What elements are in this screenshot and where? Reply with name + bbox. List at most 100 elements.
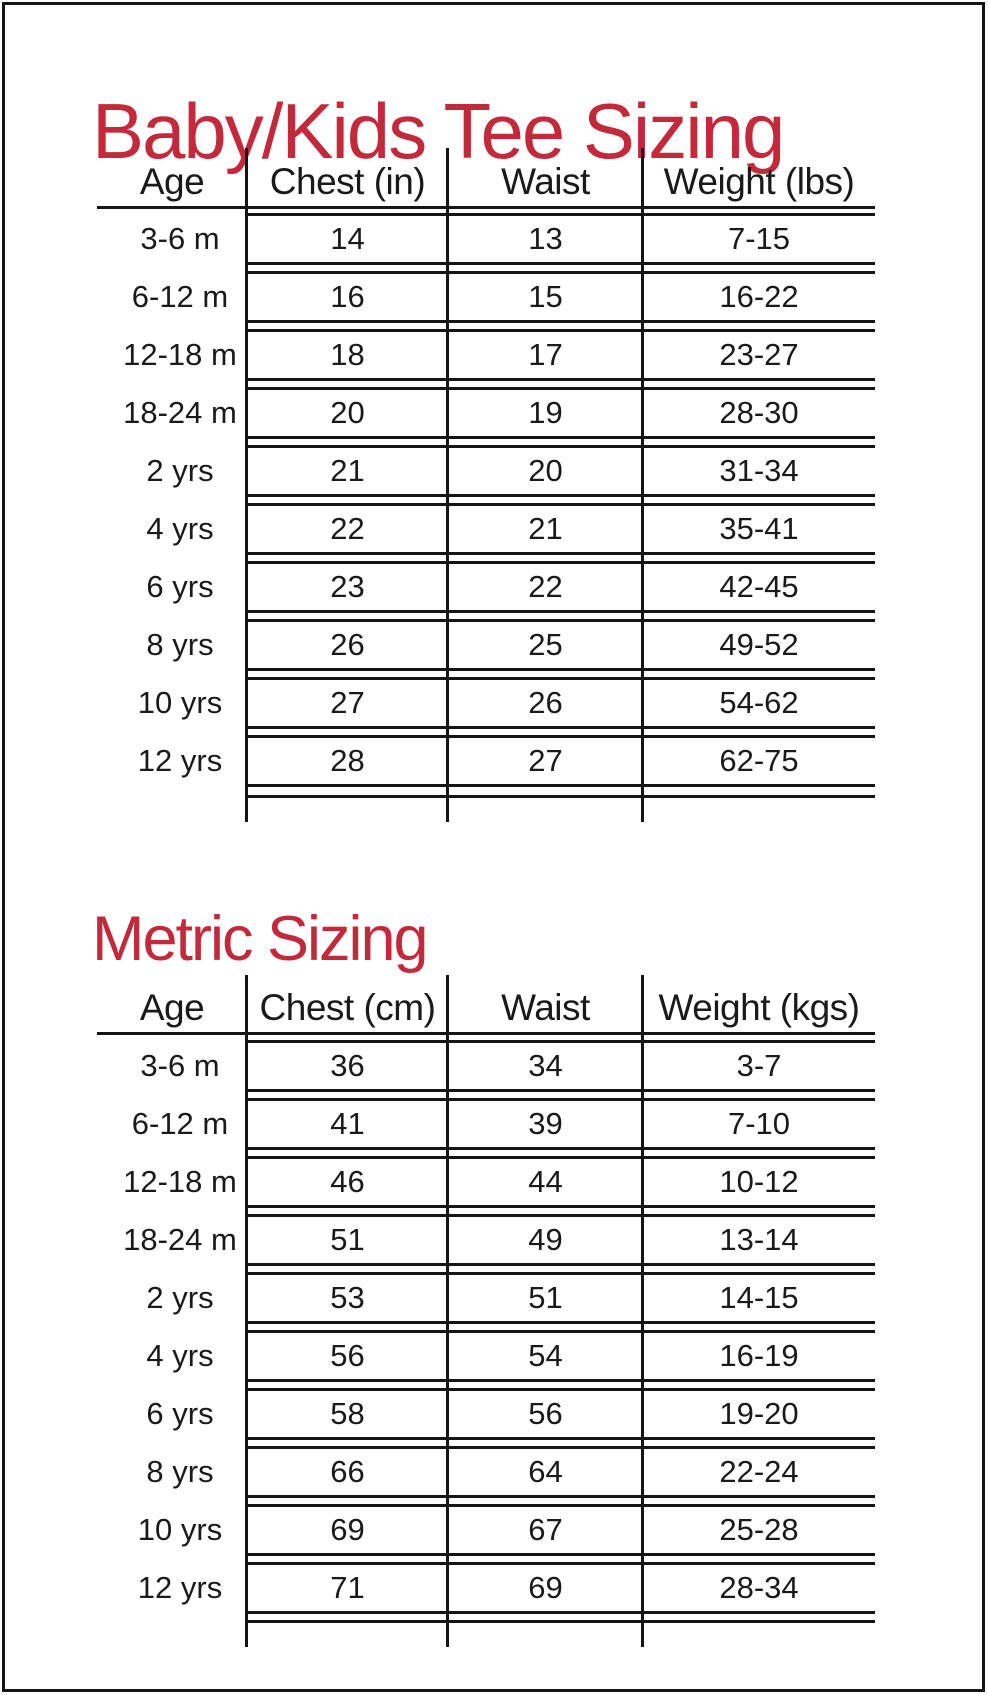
row-age-label: 8 yrs (146, 1454, 214, 1489)
cell-waist: 22 (528, 569, 563, 604)
cell-waist: 67 (528, 1512, 563, 1547)
metric-table-header: Age Chest (cm) Waist Weight (kgs) (97, 982, 875, 1034)
row-data-box: 28 27 62-75 (247, 735, 875, 787)
row-age-label: 3-6 m (140, 221, 220, 256)
row-age-label: 4 yrs (146, 1338, 214, 1373)
row-age-label: 12-18 m (123, 1164, 237, 1199)
table-row: 8 yrs 66 64 22-24 (97, 1446, 875, 1498)
table-row: 12 yrs 28 27 62-75 (97, 735, 875, 787)
column-header-weight: Weight (kgs) (658, 987, 861, 1028)
cell-chest: 46 (330, 1164, 365, 1199)
cell-weight: 16-22 (719, 279, 799, 314)
table-row: 6 yrs 58 56 19-20 (97, 1388, 875, 1440)
row-age-label: 18-24 m (123, 395, 237, 430)
cell-weight: 16-19 (719, 1338, 799, 1373)
cell-weight: 13-14 (719, 1222, 799, 1257)
header-rule (97, 206, 875, 209)
table-row: 2 yrs 53 51 14-15 (97, 1272, 875, 1324)
row-age-label: 3-6 m (140, 1048, 220, 1083)
cell-weight: 28-30 (719, 395, 799, 430)
cell-chest: 22 (330, 511, 365, 546)
metric-section-title: Metric Sizing (92, 904, 429, 975)
table-row: 4 yrs 56 54 16-19 (97, 1330, 875, 1382)
column-divider-line (446, 148, 449, 822)
cell-weight: 10-12 (719, 1164, 799, 1199)
row-data-box: 20 19 28-30 (247, 387, 875, 439)
row-data-box: 21 20 31-34 (247, 445, 875, 497)
table-row: 2 yrs 21 20 31-34 (97, 445, 875, 497)
table-row: 10 yrs 69 67 25-28 (97, 1504, 875, 1556)
cell-waist: 69 (528, 1570, 563, 1605)
cell-weight: 49-52 (719, 627, 799, 662)
row-data-box: 56 54 16-19 (247, 1330, 875, 1382)
row-data-box: 41 39 7-10 (247, 1098, 875, 1150)
cell-chest: 28 (330, 743, 365, 778)
row-age-label: 10 yrs (137, 1512, 223, 1547)
cell-waist: 26 (528, 685, 563, 720)
cell-waist: 13 (528, 221, 563, 256)
cell-chest: 51 (330, 1222, 365, 1257)
column-header-waist: Waist (501, 987, 590, 1028)
cell-chest: 21 (330, 453, 365, 488)
row-data-box: 58 56 19-20 (247, 1388, 875, 1440)
cell-chest: 26 (330, 627, 365, 662)
column-divider-line (446, 975, 449, 1647)
row-data-box: 51 49 13-14 (247, 1214, 875, 1266)
cell-weight: 23-27 (719, 337, 799, 372)
table-row: 6 yrs 23 22 42-45 (97, 561, 875, 613)
cell-waist: 56 (528, 1396, 563, 1431)
cell-chest: 27 (330, 685, 365, 720)
cell-chest: 23 (330, 569, 365, 604)
cell-waist: 20 (528, 453, 563, 488)
cell-weight: 22-24 (719, 1454, 799, 1489)
cell-weight: 14-15 (719, 1280, 799, 1315)
row-age-label: 12 yrs (137, 743, 223, 778)
row-age-label: 4 yrs (146, 511, 214, 546)
row-data-box: 23 22 42-45 (247, 561, 875, 613)
cell-weight: 62-75 (719, 743, 799, 778)
cell-weight: 54-62 (719, 685, 799, 720)
cell-chest: 53 (330, 1280, 365, 1315)
row-data-box: 66 64 22-24 (247, 1446, 875, 1498)
row-age-label: 12 yrs (137, 1570, 223, 1605)
table-row: 18-24 m 20 19 28-30 (97, 387, 875, 439)
column-divider-line (245, 975, 248, 1647)
row-data-box: 71 69 28-34 (247, 1562, 875, 1614)
cell-chest: 36 (330, 1048, 365, 1083)
column-header-weight: Weight (lbs) (663, 161, 855, 202)
metric-table-body: 3-6 m 36 34 3-7 6-12 m 41 39 7-10 12-18 m 46 44 10-… (97, 1040, 875, 1620)
cell-chest: 18 (330, 337, 365, 372)
cell-chest: 58 (330, 1396, 365, 1431)
cell-waist: 44 (528, 1164, 563, 1199)
imperial-section-title: Baby/Kids Tee Sizing (92, 87, 785, 176)
row-data-box: 16 15 16-22 (247, 271, 875, 323)
cell-waist: 25 (528, 627, 563, 662)
cell-waist: 19 (528, 395, 563, 430)
row-age-label: 8 yrs (146, 627, 214, 662)
row-data-box: 46 44 10-12 (247, 1156, 875, 1208)
cell-chest: 20 (330, 395, 365, 430)
cell-waist: 64 (528, 1454, 563, 1489)
cell-waist: 39 (528, 1106, 563, 1141)
cell-weight: 7-15 (727, 221, 791, 256)
column-divider-line (641, 148, 644, 822)
imperial-table-header: Age Chest (in) Waist Weight (lbs) (97, 156, 875, 208)
cell-waist: 15 (528, 279, 563, 314)
table-row: 3-6 m 36 34 3-7 (97, 1040, 875, 1092)
cell-waist: 21 (528, 511, 563, 546)
table-row: 3-6 m 14 13 7-15 (97, 213, 875, 265)
row-age-label: 10 yrs (137, 685, 223, 720)
row-data-box: 69 67 25-28 (247, 1504, 875, 1556)
cell-waist: 54 (528, 1338, 563, 1373)
table-row: 18-24 m 51 49 13-14 (97, 1214, 875, 1266)
cell-chest: 56 (330, 1338, 365, 1373)
cell-chest: 66 (330, 1454, 365, 1489)
cell-chest: 69 (330, 1512, 365, 1547)
row-data-box: 53 51 14-15 (247, 1272, 875, 1324)
table-row: 8 yrs 26 25 49-52 (97, 619, 875, 671)
table-row: 12-18 m 46 44 10-12 (97, 1156, 875, 1208)
column-divider-line (245, 148, 248, 822)
cell-weight: 35-41 (719, 511, 799, 546)
column-header-waist: Waist (501, 161, 590, 202)
row-data-box: 26 25 49-52 (247, 619, 875, 671)
